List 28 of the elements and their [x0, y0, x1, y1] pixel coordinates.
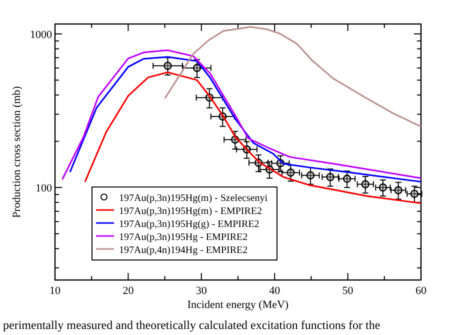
line-series: [84, 71, 422, 204]
point: [192, 64, 202, 72]
legend-label: 197Au(p,3n)195Hg(m) - Szelecsenyi: [119, 193, 268, 204]
point: [410, 190, 419, 198]
line-series: [164, 26, 422, 128]
x-tick-label: 40: [269, 285, 281, 297]
legend-label: 197Au(p,4n)194Hg - EMPIRE2: [119, 245, 248, 256]
x-tick-label: 20: [122, 285, 134, 297]
x-tick-label: 10: [50, 285, 61, 297]
y-tick-label: 100: [36, 182, 52, 195]
legend-label: 197Au(p,3n)195Hg - EMPIRE2: [119, 232, 248, 243]
point: [361, 180, 370, 188]
legend-label: 197Au(p,3n)195Hg(m) - EMPIRE2: [119, 206, 262, 217]
legend-label: 197Au(p,3n)195Hg(g) - EMPIRE2: [119, 219, 260, 230]
point: [164, 62, 172, 70]
x-axis-title: Incident energy (MeV): [187, 299, 289, 311]
point: [342, 174, 352, 183]
point: [306, 171, 315, 180]
y-axis-title: Production cross section (mb): [11, 86, 23, 218]
y-tick-label: 1000: [30, 28, 52, 41]
text: perimentally measured and theoretically calculated excitation functions for the: [3, 318, 380, 332]
point: [378, 183, 388, 192]
point: [326, 172, 334, 182]
x-tick-label: 50: [342, 285, 354, 297]
x-tick-label: 60: [416, 285, 427, 297]
point: [286, 168, 295, 177]
x-tick-label: 30: [196, 285, 208, 297]
point: [394, 186, 402, 194]
